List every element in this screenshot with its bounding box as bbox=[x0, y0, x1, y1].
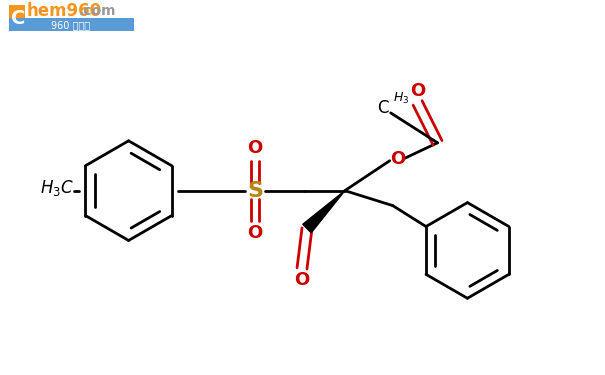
Text: O: O bbox=[410, 82, 425, 100]
Polygon shape bbox=[302, 190, 345, 233]
Text: $H_3$: $H_3$ bbox=[393, 90, 409, 105]
Text: $H_3C$: $H_3C$ bbox=[40, 178, 74, 198]
FancyBboxPatch shape bbox=[9, 18, 134, 31]
Text: 960 化工网: 960 化工网 bbox=[51, 20, 90, 30]
Text: C: C bbox=[11, 9, 25, 28]
Text: S: S bbox=[247, 181, 263, 201]
Text: O: O bbox=[295, 272, 310, 290]
FancyBboxPatch shape bbox=[9, 5, 25, 31]
Text: O: O bbox=[390, 150, 405, 168]
Text: O: O bbox=[247, 225, 263, 243]
Text: C: C bbox=[377, 99, 388, 117]
Text: .com: .com bbox=[79, 4, 116, 18]
Text: hem960: hem960 bbox=[27, 2, 102, 20]
Text: O: O bbox=[247, 139, 263, 157]
